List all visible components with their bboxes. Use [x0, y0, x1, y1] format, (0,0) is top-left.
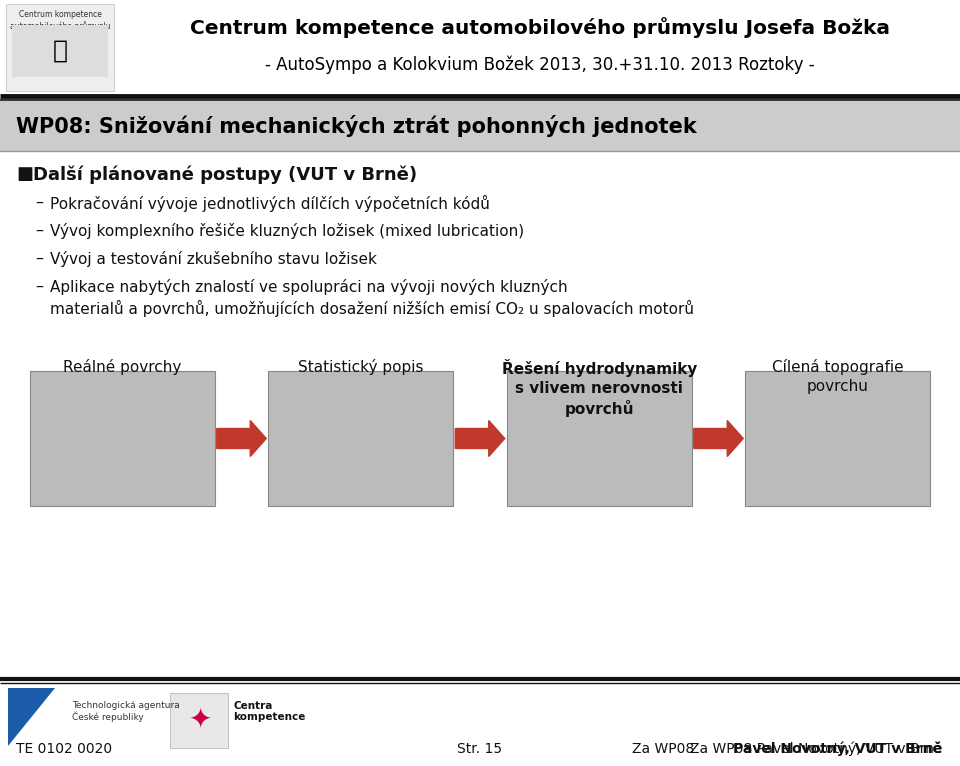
- Text: Za WP08 Pavel Novotný, VUT v Brně: Za WP08 Pavel Novotný, VUT v Brně: [689, 741, 942, 756]
- FancyArrow shape: [694, 421, 743, 457]
- Text: 🚗: 🚗: [53, 39, 67, 63]
- Bar: [0, 0, 960, 95]
- Text: –: –: [35, 223, 43, 238]
- FancyArrow shape: [455, 421, 505, 457]
- Bar: [6, 4, 114, 91]
- FancyArrow shape: [217, 421, 266, 457]
- Text: Str. 15: Str. 15: [457, 742, 503, 756]
- Text: Centra: Centra: [233, 701, 273, 711]
- Text: WP08: Snižování mechanických ztrát pohonných jednotek: WP08: Snižování mechanických ztrát pohon…: [16, 115, 697, 137]
- Text: Cílená topografie
povrchu: Cílená topografie povrchu: [772, 359, 903, 394]
- Text: Statistický popis: Statistický popis: [298, 359, 423, 375]
- Text: Centrum kompetence
automobilového průmyslu
Josefa Božka: Centrum kompetence automobilového průmys…: [10, 10, 110, 42]
- Bar: [0, 101, 960, 151]
- Text: –: –: [35, 251, 43, 266]
- Text: Reálné povrchy: Reálné povrchy: [63, 359, 181, 375]
- Text: Centrum kompetence automobilového průmyslu Josefa Božka: Centrum kompetence automobilového průmys…: [190, 18, 890, 38]
- Text: Pokračování vývoje jednotlivých dílčích výpočetních kódů: Pokračování vývoje jednotlivých dílčích …: [50, 195, 490, 212]
- Text: České republiky: České republiky: [72, 711, 144, 722]
- Text: ■: ■: [16, 165, 33, 183]
- Text: Vývoj a testování zkušebního stavu ložisek: Vývoj a testování zkušebního stavu ložis…: [50, 251, 377, 267]
- Text: kompetence: kompetence: [233, 712, 305, 722]
- Text: Za WP08: Za WP08: [632, 742, 699, 756]
- Text: Řešení hydrodynamiky
s vlivem nerovnosti
povrchů: Řešení hydrodynamiky s vlivem nerovnosti…: [501, 359, 697, 417]
- Text: Další plánované postupy (VUT v Brně): Další plánované postupy (VUT v Brně): [33, 165, 418, 184]
- Text: Pavel Novotný, VUT v Brně: Pavel Novotný, VUT v Brně: [733, 741, 942, 756]
- Text: Aplikace nabytých znalostí ve spolupráci na vývoji nových kluzných
materialů a p: Aplikace nabytých znalostí ve spolupráci…: [50, 279, 694, 317]
- Bar: [170, 693, 228, 748]
- Bar: [12, 25, 108, 77]
- Text: –: –: [35, 195, 43, 210]
- Text: –: –: [35, 279, 43, 294]
- Polygon shape: [8, 688, 55, 746]
- Bar: [30, 371, 215, 506]
- Bar: [268, 371, 453, 506]
- Bar: [507, 371, 692, 506]
- Text: - AutoSympo a Kolokvium Božek 2013, 30.+31.10. 2013 Roztoky -: - AutoSympo a Kolokvium Božek 2013, 30.+…: [265, 56, 815, 74]
- Text: ✦: ✦: [188, 705, 211, 733]
- Text: Vývoj komplexního řešiče kluzných ložisek (mixed lubrication): Vývoj komplexního řešiče kluzných ložise…: [50, 223, 524, 239]
- Text: TE 0102 0020: TE 0102 0020: [16, 742, 112, 756]
- Bar: [745, 371, 930, 506]
- Text: Technologická agentura: Technologická agentura: [72, 701, 180, 710]
